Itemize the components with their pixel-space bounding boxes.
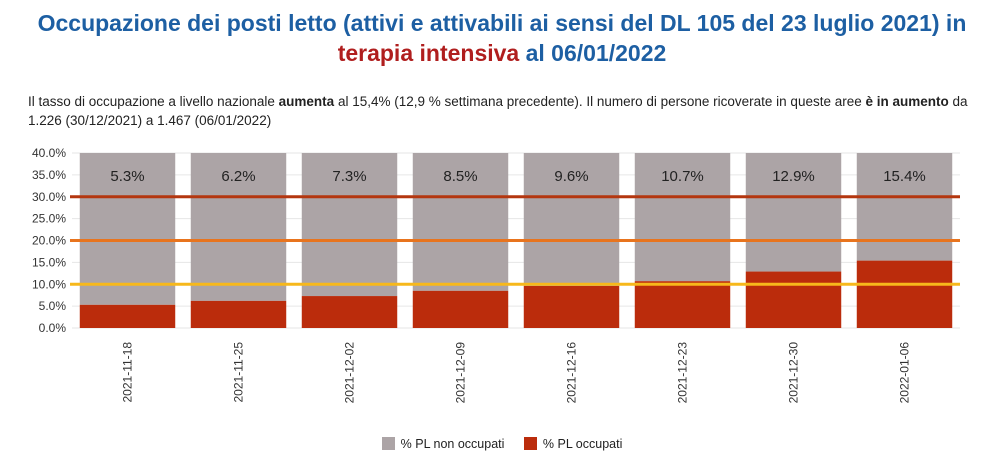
x-tick-label: 2021-12-30 (787, 342, 801, 404)
bar-occupati (856, 260, 953, 328)
data-label: 15.4% (883, 168, 926, 185)
data-label: 10.7% (661, 168, 704, 185)
y-tick-label: 30.0% (32, 190, 66, 204)
y-tick-label: 20.0% (32, 234, 66, 248)
x-tick-label: 2021-12-09 (454, 342, 468, 404)
y-tick-label: 0.0% (39, 321, 67, 335)
bar-occupati (634, 281, 731, 328)
legend-swatch-non-occupati (381, 436, 395, 450)
y-tick-label: 40.0% (32, 146, 66, 160)
title-line-2-rest: al 06/01/2022 (519, 40, 667, 66)
title-line-2: terapia intensiva al 06/01/2022 (0, 38, 1004, 68)
chart-title: Occupazione dei posti letto (attivi e at… (0, 8, 1004, 68)
bar-non-occupati (301, 153, 398, 297)
bar-occupati (523, 286, 620, 328)
bar-non-occupati (412, 153, 509, 291)
x-tick-label: 2021-12-02 (343, 342, 357, 404)
chart-description: Il tasso di occupazione a livello nazion… (28, 92, 988, 130)
y-tick-label: 15.0% (32, 255, 66, 269)
legend: % PL non occupati % PL occupati (0, 436, 1004, 451)
x-tick-label: 2021-12-16 (565, 342, 579, 404)
x-tick-label: 2021-12-23 (676, 342, 690, 404)
bar-non-occupati (634, 153, 731, 282)
y-tick-label: 25.0% (32, 212, 66, 226)
bar-non-occupati (856, 153, 953, 261)
bar-non-occupati (745, 153, 842, 272)
y-tick-label: 35.0% (32, 168, 66, 182)
data-label: 6.2% (221, 168, 255, 185)
bar-occupati (745, 271, 842, 328)
x-tick-label: 2021-11-25 (232, 342, 246, 403)
legend-label-occupati: % PL occupati (542, 436, 623, 451)
bar-non-occupati (523, 153, 620, 286)
bar-occupati (412, 290, 509, 328)
bar-occupati (190, 300, 287, 328)
x-tick-label: 2022-01-06 (898, 342, 912, 404)
legend-label-non-occupati: % PL non occupati (400, 436, 505, 451)
bar-non-occupati (190, 153, 287, 301)
desc-text-3: da 1.226 (30/12/2021) a 1.467 (06/01/202… (28, 94, 968, 128)
desc-bold-2: è in aumento (865, 94, 949, 109)
data-label: 7.3% (332, 168, 366, 185)
legend-item-non-occupati: % PL non occupati (381, 436, 505, 451)
data-label: 5.3% (110, 168, 144, 185)
bar-non-occupati (79, 153, 176, 305)
legend-item-occupati: % PL occupati (523, 436, 623, 451)
data-label: 9.6% (554, 168, 588, 185)
legend-swatch-occupati (523, 436, 537, 450)
x-tick-label: 2021-11-18 (121, 342, 135, 403)
desc-text-2: al 15,4% (12,9 % settimana precedente). … (334, 94, 866, 109)
bar-occupati (301, 296, 398, 328)
title-line-1: Occupazione dei posti letto (attivi e at… (37, 10, 967, 36)
bar-occupati (79, 304, 176, 328)
y-tick-label: 5.0% (39, 299, 67, 313)
title-highlight: terapia intensiva (337, 40, 520, 66)
desc-bold-1: aumenta (278, 94, 335, 109)
data-label: 12.9% (772, 168, 815, 185)
y-tick-label: 10.0% (32, 277, 66, 291)
data-label: 8.5% (443, 168, 477, 185)
desc-text-1: Il tasso di occupazione a livello nazion… (28, 94, 279, 109)
